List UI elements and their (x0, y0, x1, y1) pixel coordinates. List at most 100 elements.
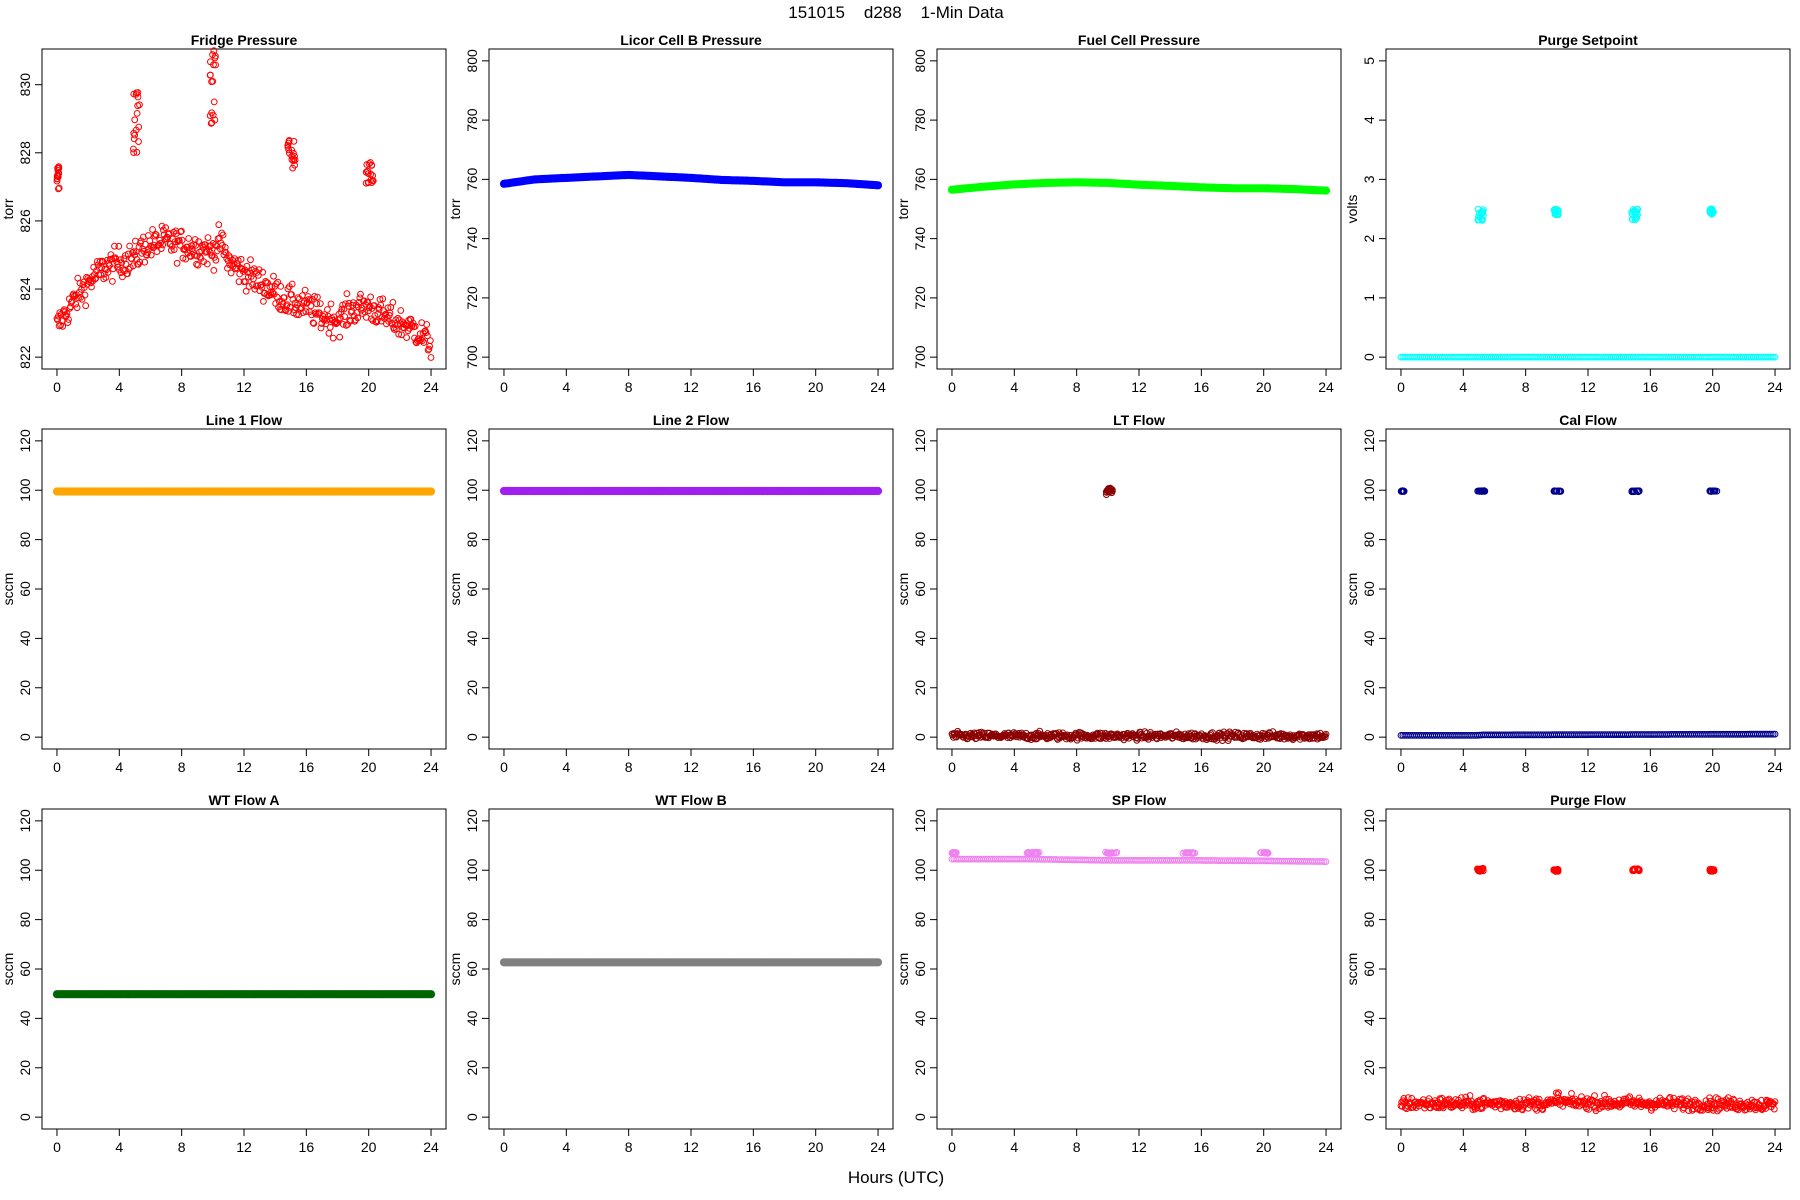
data-point (59, 322, 67, 330)
data-point (72, 300, 80, 308)
data-point (397, 307, 405, 314)
y-tick-label: 760 (464, 167, 480, 191)
x-tick-label: 12 (1131, 759, 1147, 775)
y-tick-label: 800 (464, 49, 480, 73)
data-point (309, 319, 317, 327)
data-point (130, 248, 138, 256)
data-point (288, 153, 296, 160)
data-point (269, 289, 277, 297)
y-tick-label: 20 (17, 1060, 33, 1076)
x-tick-label: 12 (1131, 1139, 1147, 1155)
data-point (207, 58, 214, 66)
data-point (250, 275, 257, 283)
data-point (159, 241, 167, 249)
data-point (373, 317, 381, 325)
y-tick-label: 100 (17, 478, 33, 502)
data-point (150, 241, 158, 249)
x-tick-label: 16 (299, 759, 315, 775)
panel-purge-flow: Purge Flow 0 4 8 12 16 20 24 0 20 40 60 80 100 120 sccm (1344, 792, 1791, 1155)
y-tick-label: 760 (912, 167, 928, 191)
data-point (873, 181, 883, 190)
y-tick-label: 100 (912, 858, 928, 882)
y-tick-label: 800 (912, 49, 928, 73)
x-tick-label: 24 (1767, 379, 1783, 395)
data-point (1632, 208, 1640, 215)
data-point (285, 137, 293, 145)
x-axis-label: Hours (UTC) (848, 1168, 944, 1187)
y-tick-label: 40 (17, 1010, 33, 1026)
data-point (63, 310, 71, 317)
y-tick-label: 60 (912, 961, 928, 977)
x-tick-label: 8 (178, 759, 186, 775)
data-point (54, 172, 62, 180)
panel-title: Line 1 Flow (206, 412, 282, 428)
y-tick-label: 1 (1361, 294, 1377, 302)
data-point (120, 255, 128, 263)
panel-title: WT Flow A (208, 792, 279, 808)
data-point (422, 329, 430, 337)
data-point (65, 316, 72, 323)
data-point (1632, 215, 1640, 223)
panel-title: Fuel Cell Pressure (1078, 32, 1200, 48)
data-point (314, 293, 321, 301)
x-tick-label: 8 (1073, 379, 1081, 395)
data-points (948, 484, 1330, 744)
y-tick-label: 830 (17, 73, 33, 97)
data-point (195, 238, 203, 246)
y-tick-label: 60 (912, 581, 928, 597)
y-tick-label: 720 (912, 286, 928, 310)
y-tick-label: 700 (464, 345, 480, 369)
x-tick-label: 24 (1318, 1139, 1334, 1155)
data-points (499, 170, 883, 190)
data-point (134, 89, 142, 96)
data-point (103, 256, 111, 264)
y-axis-label: sccm (447, 573, 463, 606)
data-point (318, 320, 326, 327)
data-point (167, 246, 175, 254)
y-tick-label: 120 (912, 809, 928, 833)
data-point (212, 256, 220, 264)
data-point (247, 256, 254, 264)
data-point (165, 230, 173, 237)
data-point (327, 300, 335, 308)
x-tick-label: 4 (1010, 379, 1018, 395)
x-tick-label: 0 (948, 759, 956, 775)
y-axis-label: sccm (895, 953, 911, 986)
data-point (137, 237, 145, 245)
x-tick-label: 20 (1256, 1139, 1272, 1155)
x-tick-label: 0 (1397, 1139, 1405, 1155)
x-tick-label: 12 (683, 379, 699, 395)
y-tick-label: 0 (464, 1113, 480, 1121)
y-tick-label: 20 (1361, 1060, 1377, 1076)
data-point (427, 354, 435, 361)
data-point (324, 306, 331, 313)
data-point (203, 260, 211, 268)
data-point (210, 98, 218, 106)
data-point (55, 185, 62, 193)
data-point (227, 269, 235, 277)
plot-frame (488, 428, 894, 750)
data-point (208, 78, 216, 86)
data-point (873, 486, 883, 496)
x-tick-label: 4 (562, 759, 570, 775)
data-points (948, 848, 1330, 865)
y-tick-label: 822 (17, 345, 33, 369)
x-tick-label: 20 (808, 759, 824, 775)
data-point (426, 487, 436, 496)
x-tick-label: 4 (1459, 1139, 1467, 1155)
data-points (52, 487, 436, 496)
data-point (302, 308, 310, 316)
y-tick-label: 0 (464, 733, 480, 741)
data-point (53, 175, 61, 183)
y-tick-label: 40 (1361, 630, 1377, 646)
x-tick-label: 8 (625, 379, 633, 395)
panel-title: Fridge Pressure (191, 32, 298, 48)
data-point (310, 320, 318, 327)
plot-frame (41, 808, 447, 1130)
panel-fuel-cell-pressure: Fuel Cell Pressure 0 4 8 12 16 20 24 700 720 740 76… (895, 32, 1342, 395)
data-points (52, 990, 436, 999)
data-point (215, 221, 223, 229)
data-point (178, 236, 186, 244)
data-point (395, 330, 403, 338)
